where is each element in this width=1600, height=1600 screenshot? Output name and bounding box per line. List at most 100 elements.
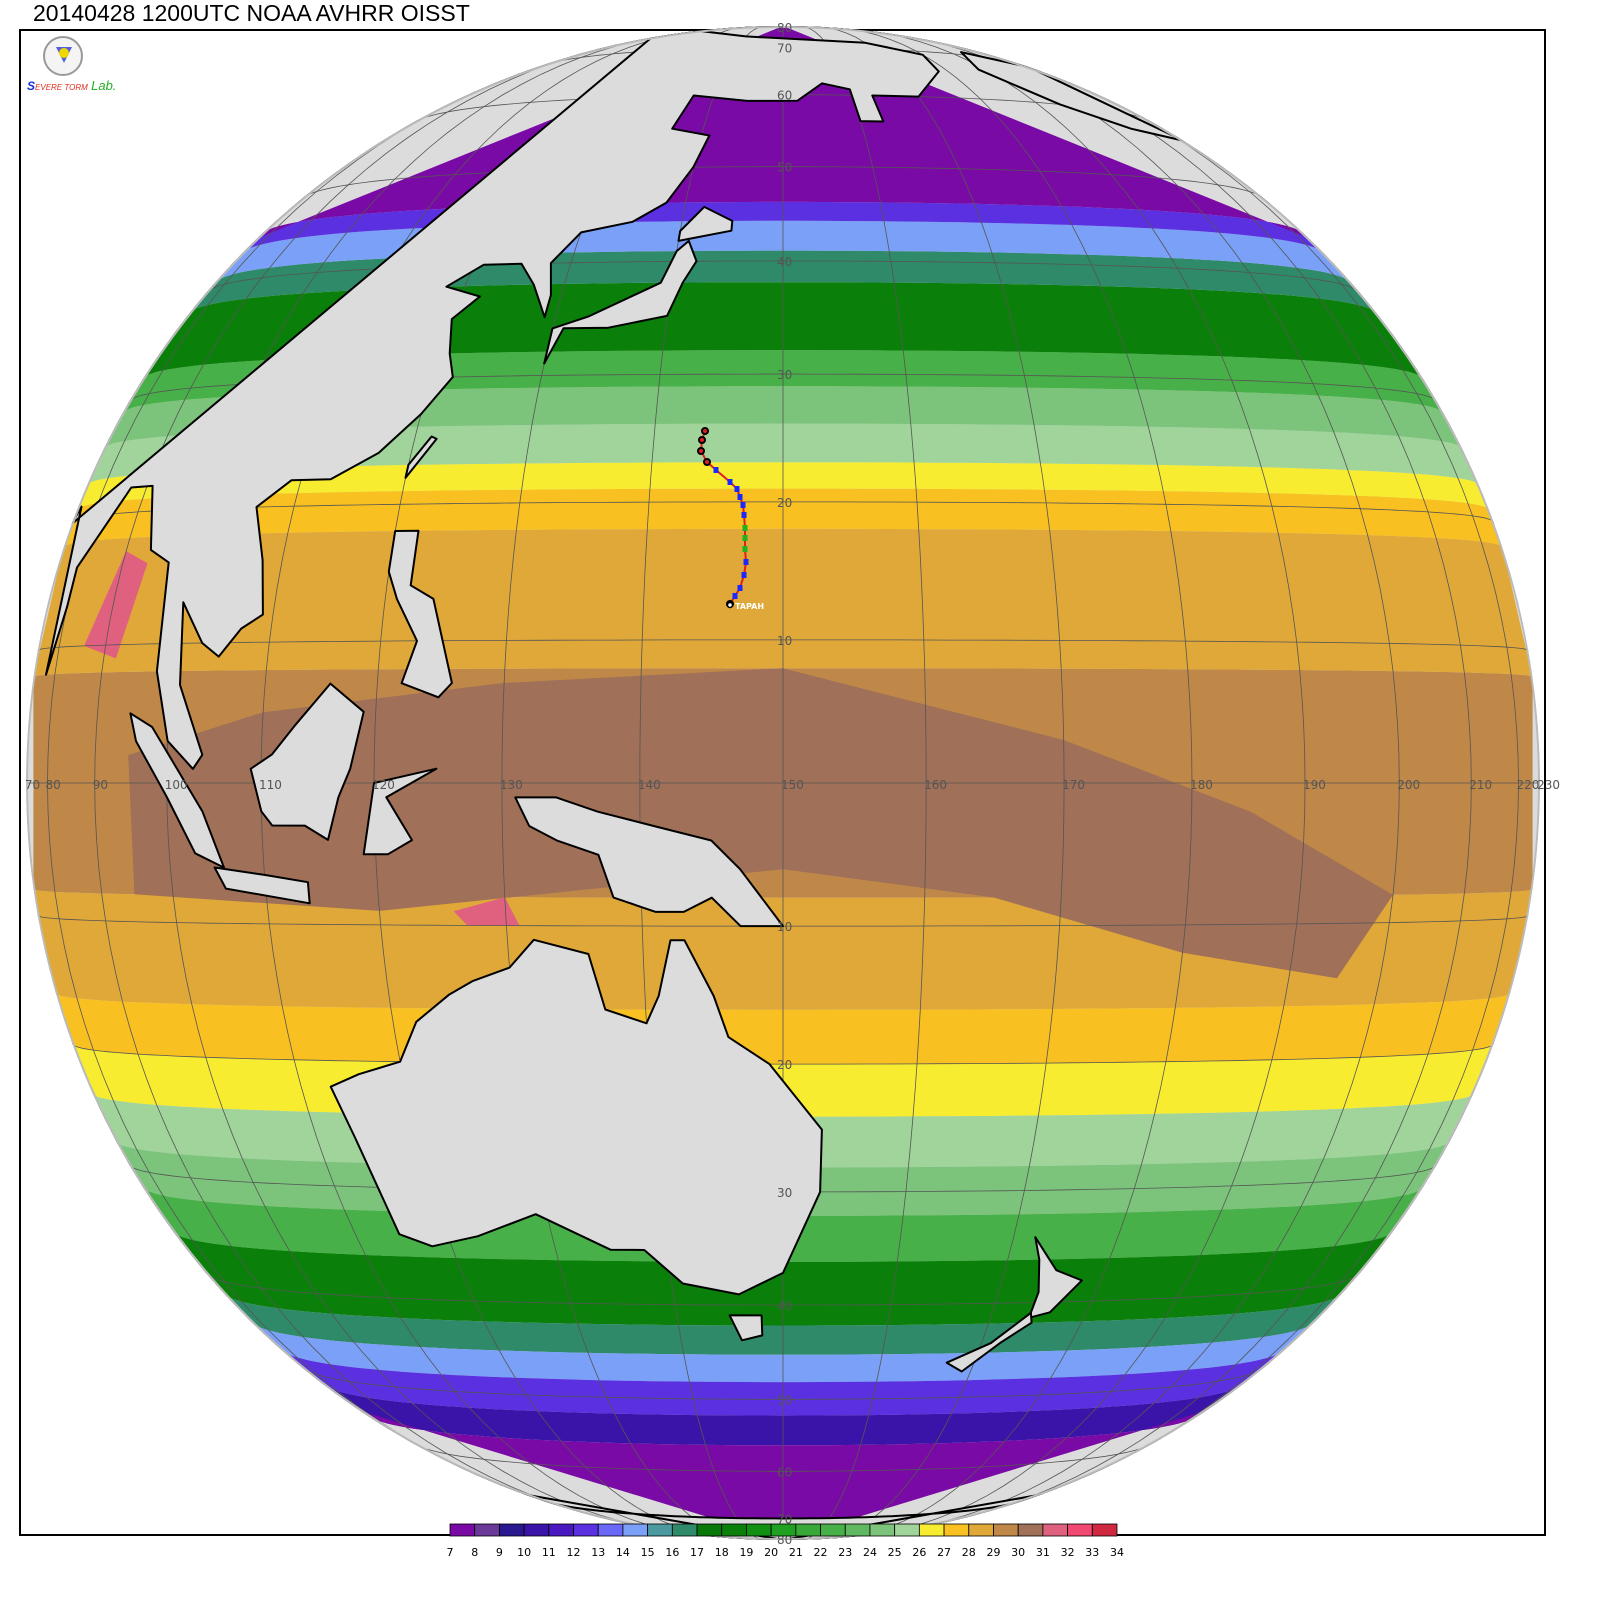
- colorbar-swatch: [795, 1523, 821, 1537]
- sst-band: [276, 1345, 1290, 1416]
- colorbar-swatch: [474, 1523, 500, 1537]
- latitude-label-south: 70: [777, 1512, 792, 1526]
- land-japan: [543, 239, 698, 365]
- longitude-label: 70: [25, 778, 40, 792]
- longitude-label: 170: [1062, 778, 1085, 792]
- colorbar-label: 20: [764, 1546, 778, 1559]
- storm-track-point: [701, 427, 709, 435]
- land-asia: [45, 29, 940, 770]
- colorbar-label: 33: [1085, 1546, 1099, 1559]
- colorbar-swatch: [844, 1523, 871, 1537]
- colorbar-swatch: [894, 1523, 920, 1537]
- sst-hot-spot: [84, 551, 148, 659]
- colorbar-swatch: [1042, 1523, 1068, 1537]
- sst-band: [247, 1318, 1319, 1383]
- colorbar-label: 29: [986, 1546, 1000, 1559]
- longitude-gridline: [639, 26, 779, 1540]
- longitude-label: 200: [1397, 778, 1420, 792]
- colorbar-label: 27: [937, 1546, 951, 1559]
- colorbar-swatch: [918, 1523, 945, 1537]
- colorbar-label: 11: [542, 1546, 556, 1559]
- longitude-label: 160: [924, 778, 947, 792]
- storm-track-point: [742, 525, 748, 531]
- colorbar-label: 30: [1011, 1546, 1025, 1559]
- colorbar-swatch: [993, 1523, 1019, 1537]
- colorbar-label: 16: [665, 1546, 679, 1559]
- map-title: 20140428 1200UTC NOAA AVHRR OISST: [33, 0, 470, 26]
- colorbar-label: 24: [863, 1546, 877, 1559]
- colorbar-label: 26: [912, 1546, 926, 1559]
- colorbar-swatch: [696, 1523, 723, 1537]
- globe-limb: [26, 26, 1540, 1540]
- colorbar-label: 31: [1036, 1546, 1050, 1559]
- latitude-label-north: 20: [777, 496, 792, 510]
- land-hokkaido: [677, 205, 734, 242]
- latitude-label-north: 80: [777, 21, 792, 35]
- colorbar-swatch: [721, 1523, 747, 1537]
- storm-track-point: [737, 494, 743, 500]
- colorbar-swatch: [548, 1523, 574, 1537]
- latitude-label-north: 60: [777, 89, 792, 103]
- longitude-label: 230: [1537, 778, 1560, 792]
- longitude-label: 190: [1303, 778, 1326, 792]
- sst-band: [317, 1379, 1249, 1446]
- colorbar-label: 7: [447, 1546, 454, 1559]
- colorbar-label: 22: [814, 1546, 828, 1559]
- land-new-zealand-south: [945, 1311, 1033, 1373]
- land-australia: [329, 938, 823, 1296]
- colorbar-label: 32: [1061, 1546, 1075, 1559]
- longitude-label: 220: [1516, 778, 1539, 792]
- colorbar-swatch: [523, 1523, 550, 1537]
- longitude-label: 130: [500, 778, 523, 792]
- land-new-guinea: [514, 796, 784, 928]
- storm-track-point: [734, 486, 740, 492]
- colorbar-swatch: [573, 1523, 599, 1537]
- colorbar-swatch: [820, 1523, 846, 1537]
- colorbar-swatch: [770, 1523, 797, 1537]
- storm-track-point: [737, 585, 743, 591]
- storm-track-point: [698, 436, 706, 444]
- latitude-label-south: 30: [777, 1186, 792, 1200]
- colorbar-swatch: [943, 1523, 970, 1537]
- longitude-gridline: [799, 26, 1306, 1540]
- land-tasmania: [728, 1314, 764, 1342]
- storm-track-point: [740, 502, 746, 508]
- longitude-label: 100: [165, 778, 188, 792]
- land-taiwan: [404, 435, 438, 479]
- storm-name-label: TAPAH: [735, 602, 764, 611]
- colorbar-label: 8: [471, 1546, 478, 1559]
- storm-track-point: [703, 458, 711, 466]
- storm-track-point: [741, 572, 747, 578]
- longitude-gridline: [94, 26, 761, 1540]
- logo-text: SEVERE TORM Lab.: [27, 78, 117, 93]
- seal-icon: [43, 36, 83, 76]
- latitude-label-south: 50: [777, 1393, 792, 1407]
- colorbar-swatch: [1091, 1523, 1118, 1537]
- storm-position-marker: [726, 601, 734, 609]
- sst-band: [220, 1289, 1346, 1355]
- colorbar-swatch: [968, 1523, 994, 1537]
- colorbar-label: 25: [888, 1546, 902, 1559]
- globe: [26, 26, 1540, 1540]
- storm-track-point: [743, 559, 749, 565]
- colorbar-label: 13: [591, 1546, 605, 1559]
- land-java: [213, 866, 311, 905]
- longitude-label: 110: [259, 778, 282, 792]
- latitude-label-north: 50: [777, 161, 792, 175]
- latitude-label-south: 20: [777, 1058, 792, 1072]
- longitude-label: 80: [46, 778, 61, 792]
- longitude-label: 150: [781, 778, 804, 792]
- colorbar-label: 14: [616, 1546, 630, 1559]
- longitude-label: 180: [1190, 778, 1213, 792]
- colorbar-label: 28: [962, 1546, 976, 1559]
- longitude-gridline: [796, 26, 1193, 1540]
- colorbar-swatch: [1067, 1523, 1093, 1537]
- sst-band: [186, 250, 1380, 317]
- latitude-label-south: 60: [777, 1465, 792, 1479]
- storm-track-point: [741, 512, 747, 518]
- sst-warm-pool: [128, 668, 1394, 979]
- longitude-label: 120: [372, 778, 395, 792]
- land-sulawesi: [362, 767, 438, 856]
- storm-track-point: [742, 535, 748, 541]
